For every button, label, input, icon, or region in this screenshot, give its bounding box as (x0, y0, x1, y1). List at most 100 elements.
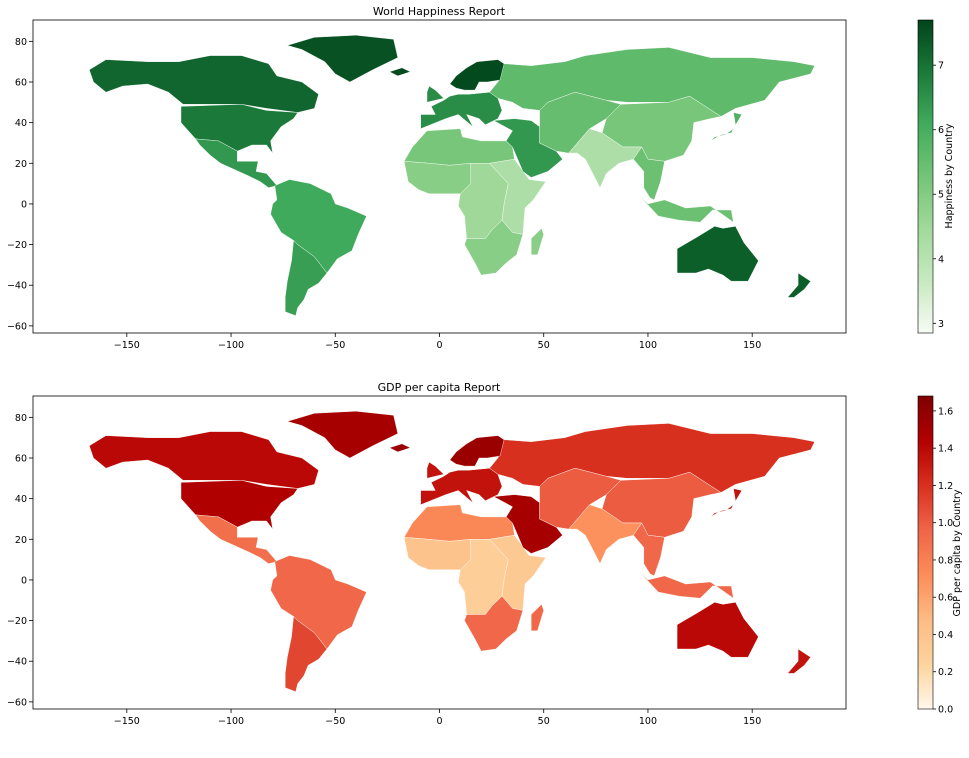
region-north-america (89, 431, 319, 489)
region-southeast-asia (633, 522, 665, 577)
y-tick-label: −40 (7, 281, 27, 292)
region-mexico-central (195, 138, 278, 188)
colorbar-tick-label: 1.0 (938, 518, 953, 529)
colorbar-tick-label: 3 (938, 319, 944, 330)
x-tick-label: −150 (114, 716, 140, 727)
region-southern-cone (285, 240, 328, 316)
region-central-asia (539, 467, 622, 530)
happiness-map-panel: World Happiness Report −150 −100 −50 0 50 100… (0, 0, 969, 377)
region-japan (710, 488, 743, 518)
y-tick-label: 60 (15, 453, 27, 464)
colorbar-tick-label: 5 (938, 190, 944, 201)
happiness-map-figure: World Happiness Report −150 −100 −50 0 50 100… (7, 5, 955, 351)
gdp-map-y-axis: 80 60 40 20 0 −20 −40 −60 (7, 413, 33, 708)
x-tick-label: 0 (436, 716, 442, 727)
y-tick-label: −60 (7, 321, 27, 332)
x-tick-label: −50 (325, 716, 345, 727)
colorbar-tick-label: 6 (938, 125, 944, 136)
region-southern-africa (464, 595, 524, 652)
gdp-map-land (89, 410, 815, 692)
x-tick-label: −100 (218, 716, 244, 727)
x-tick-label: 50 (538, 716, 550, 727)
y-tick-label: −40 (7, 657, 27, 668)
region-indonesia (637, 193, 734, 223)
region-uk (426, 461, 445, 479)
region-scandinavia (449, 435, 505, 467)
region-new-zealand (787, 272, 811, 298)
colorbar-tick-label: 0.0 (938, 705, 953, 716)
x-tick-label: 150 (743, 716, 761, 727)
region-greenland (286, 34, 399, 83)
gdp-colorbar-ticks: 1.6 1.4 1.2 1.0 0.8 0.6 0.4 0.2 0.0 (933, 406, 953, 716)
region-middle-east (493, 494, 563, 554)
colorbar-tick-label: 7 (938, 61, 944, 72)
x-tick-label: 50 (538, 340, 550, 351)
region-madagascar (531, 227, 544, 255)
y-tick-label: 40 (15, 118, 27, 129)
region-southern-africa (464, 219, 524, 276)
x-tick-label: −100 (218, 340, 244, 351)
region-south-america (270, 555, 367, 650)
region-new-zealand (787, 648, 811, 674)
y-tick-label: 60 (15, 77, 27, 88)
colorbar-tick-label: 1.4 (938, 444, 953, 455)
gdp-map-panel: GDP per capita Report −150 −100 −50 0 50 100 1… (0, 377, 969, 754)
region-scandinavia (449, 59, 505, 91)
gdp-map-x-axis: −150 −100 −50 0 50 100 150 (114, 709, 761, 727)
y-tick-label: −60 (7, 697, 27, 708)
y-tick-label: 20 (15, 159, 27, 170)
gdp-map-title: GDP per capita Report (378, 381, 501, 394)
region-madagascar (531, 603, 544, 631)
gdp-colorbar-label: GDP per capita by Country (952, 489, 963, 616)
happiness-colorbar (917, 19, 934, 334)
region-iceland (388, 443, 411, 453)
region-australia (676, 602, 759, 658)
region-north-america (89, 55, 319, 113)
happiness-map-x-axis: −150 −100 −50 0 50 100 150 (114, 333, 761, 351)
region-greenland (286, 410, 399, 459)
region-indonesia (637, 569, 734, 599)
region-south-america (270, 179, 367, 274)
region-uk (426, 85, 445, 103)
gdp-map-figure: GDP per capita Report −150 −100 −50 0 50 100 1… (7, 381, 963, 727)
region-middle-east (493, 118, 563, 178)
gdp-colorbar (917, 395, 934, 710)
y-tick-label: −20 (7, 240, 27, 251)
region-western-europe (420, 91, 503, 129)
y-tick-label: 0 (21, 575, 27, 586)
happiness-map-land (89, 34, 815, 316)
y-tick-label: 20 (15, 535, 27, 546)
region-southeast-asia (633, 146, 665, 201)
region-mexico-central (195, 514, 278, 564)
region-australia (676, 226, 759, 282)
region-india (568, 504, 643, 565)
y-tick-label: 80 (15, 37, 27, 48)
x-tick-label: 0 (436, 340, 442, 351)
y-tick-label: 80 (15, 413, 27, 424)
happiness-map-title: World Happiness Report (373, 5, 506, 18)
colorbar-tick-label: 4 (938, 254, 944, 265)
x-tick-label: 150 (743, 340, 761, 351)
y-tick-label: −20 (7, 616, 27, 627)
colorbar-tick-label: 1.2 (938, 481, 953, 492)
x-tick-label: 100 (639, 340, 657, 351)
region-southern-cone (285, 616, 328, 692)
colorbar-tick-label: 0.8 (938, 555, 953, 566)
colorbar-tick-label: 0.4 (938, 630, 953, 641)
y-tick-label: 0 (21, 199, 27, 210)
x-tick-label: 100 (639, 716, 657, 727)
happiness-map-y-axis: 80 60 40 20 0 −20 −40 −60 (7, 37, 33, 332)
x-tick-label: −50 (325, 340, 345, 351)
colorbar-tick-label: 0.2 (938, 667, 953, 678)
region-iceland (388, 67, 411, 77)
colorbar-tick-label: 0.6 (938, 593, 953, 604)
region-india (568, 128, 643, 189)
happiness-colorbar-label: Happiness by Country (944, 123, 955, 228)
region-western-europe (420, 467, 503, 505)
colorbar-tick-label: 1.6 (938, 406, 953, 417)
y-tick-label: 40 (15, 494, 27, 505)
x-tick-label: −150 (114, 340, 140, 351)
region-japan (710, 112, 743, 142)
happiness-colorbar-ticks: 7 6 5 4 3 (933, 61, 944, 330)
region-central-asia (539, 91, 622, 154)
